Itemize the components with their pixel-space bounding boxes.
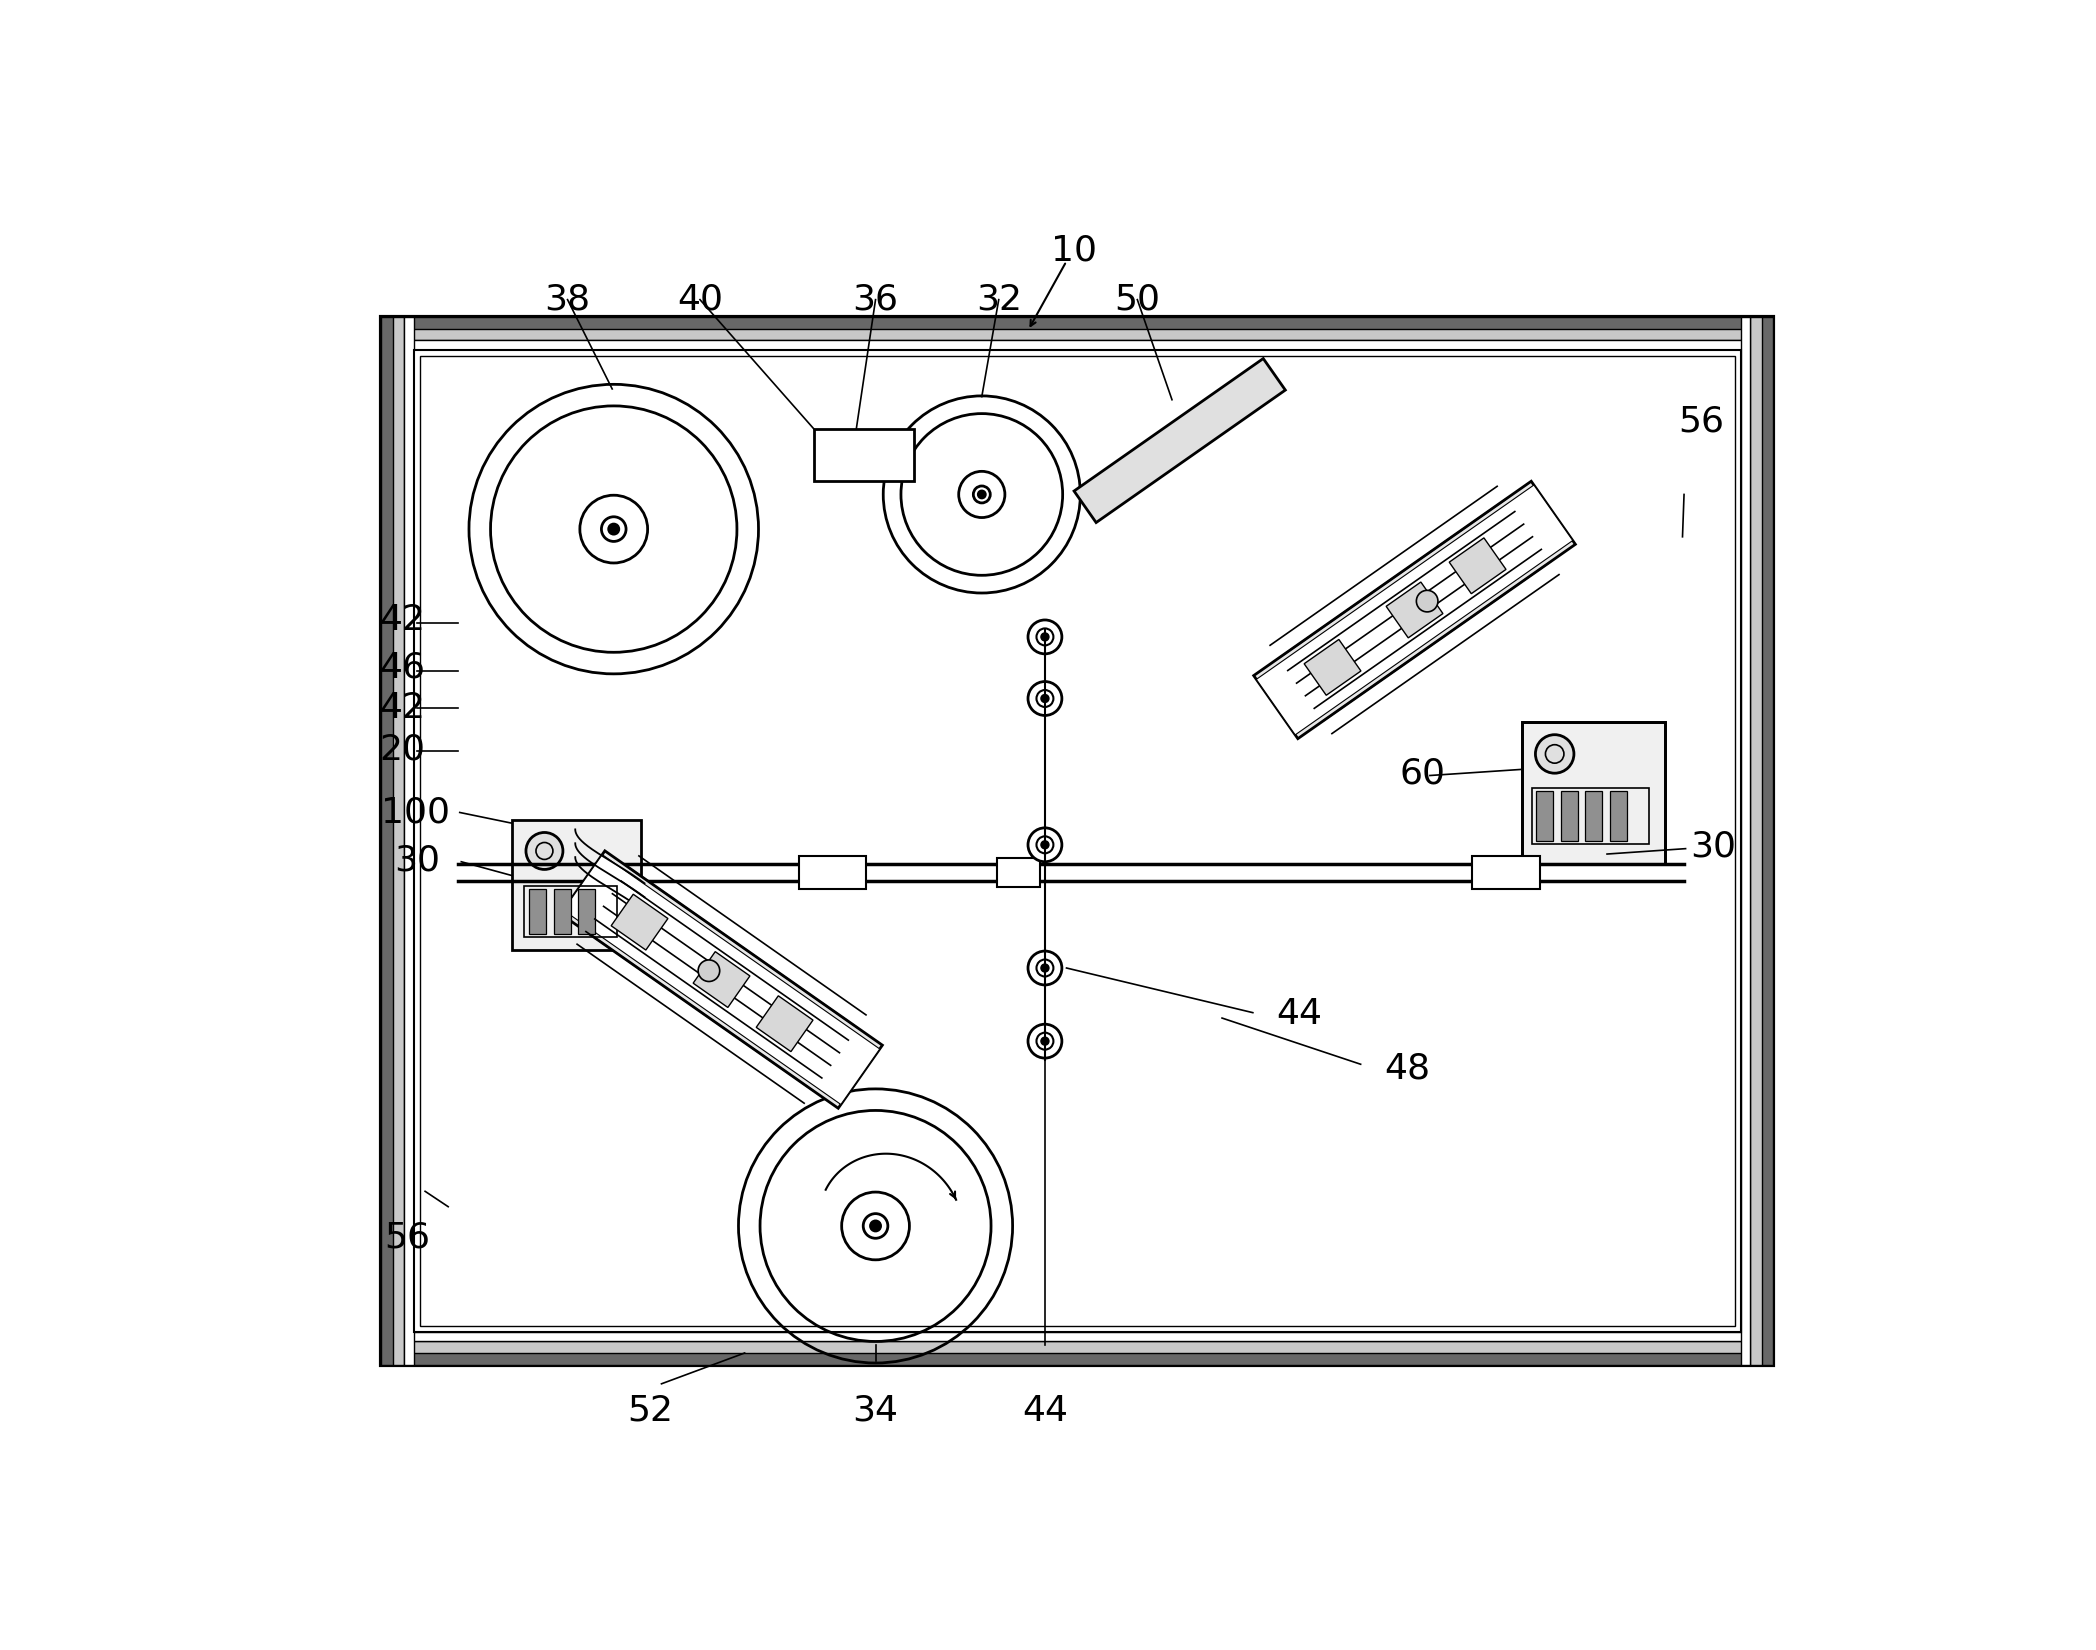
Text: 48: 48 — [1383, 1051, 1429, 1086]
Bar — [813, 429, 914, 482]
Circle shape — [1027, 950, 1063, 985]
Bar — [553, 889, 570, 934]
Text: 32: 32 — [977, 282, 1021, 317]
Bar — [1536, 790, 1553, 842]
Text: 40: 40 — [677, 282, 723, 317]
Bar — [405, 317, 413, 1365]
Bar — [1750, 317, 1773, 1365]
Circle shape — [526, 833, 564, 870]
Bar — [998, 858, 1040, 888]
Circle shape — [1042, 842, 1048, 848]
Bar — [381, 317, 1773, 1365]
Bar — [1522, 721, 1664, 865]
Circle shape — [1027, 1025, 1063, 1058]
Circle shape — [608, 523, 618, 535]
Circle shape — [1027, 681, 1063, 716]
Text: 46: 46 — [379, 650, 425, 685]
Polygon shape — [1256, 485, 1572, 734]
Circle shape — [1536, 734, 1574, 774]
Bar — [381, 1332, 1773, 1341]
Bar — [381, 317, 392, 1365]
Text: 10: 10 — [1052, 233, 1096, 267]
Bar — [528, 889, 545, 934]
Bar — [381, 317, 1773, 340]
Circle shape — [870, 1221, 880, 1231]
Text: 36: 36 — [853, 282, 899, 317]
Circle shape — [602, 516, 627, 541]
Polygon shape — [612, 894, 669, 950]
Circle shape — [973, 487, 989, 503]
Bar — [381, 340, 1773, 350]
Bar — [419, 356, 1735, 1327]
Circle shape — [1042, 634, 1048, 640]
Polygon shape — [1385, 582, 1442, 639]
Polygon shape — [694, 952, 750, 1008]
Text: 30: 30 — [394, 843, 440, 878]
Text: 38: 38 — [545, 282, 591, 317]
Circle shape — [698, 960, 719, 982]
Bar — [381, 317, 1773, 328]
Polygon shape — [1448, 538, 1507, 594]
Text: 56: 56 — [384, 1221, 430, 1254]
Bar — [381, 1341, 1773, 1365]
Text: 44: 44 — [1276, 997, 1323, 1031]
Bar — [1763, 317, 1773, 1365]
Polygon shape — [1253, 482, 1576, 739]
Circle shape — [979, 490, 985, 498]
Circle shape — [864, 1214, 889, 1238]
Text: 60: 60 — [1400, 757, 1446, 790]
Bar — [578, 889, 595, 934]
Bar — [1562, 790, 1578, 842]
Text: 42: 42 — [379, 691, 425, 724]
Text: 100: 100 — [381, 795, 449, 830]
Circle shape — [1042, 1038, 1048, 1044]
Bar — [799, 856, 866, 889]
Circle shape — [1237, 380, 1262, 404]
Bar — [1742, 317, 1750, 1365]
Circle shape — [1098, 477, 1123, 502]
Bar — [511, 820, 641, 949]
Polygon shape — [564, 855, 880, 1104]
Bar — [1610, 790, 1626, 842]
Circle shape — [1042, 964, 1048, 972]
Bar — [524, 886, 616, 937]
Text: 30: 30 — [1689, 830, 1735, 863]
Text: 56: 56 — [1679, 404, 1725, 439]
Bar — [1532, 787, 1650, 845]
Polygon shape — [757, 997, 813, 1051]
Text: 20: 20 — [379, 733, 425, 766]
Polygon shape — [562, 851, 882, 1109]
Text: 50: 50 — [1115, 282, 1161, 317]
Bar — [1522, 721, 1664, 865]
Polygon shape — [1304, 640, 1360, 695]
Bar — [1471, 856, 1541, 889]
Text: 52: 52 — [627, 1394, 673, 1427]
Text: 44: 44 — [1023, 1394, 1069, 1427]
Circle shape — [1027, 620, 1063, 653]
Text: 34: 34 — [853, 1394, 899, 1427]
Circle shape — [1417, 591, 1438, 612]
Polygon shape — [1073, 358, 1285, 523]
Text: 42: 42 — [379, 602, 425, 637]
Circle shape — [1027, 828, 1063, 861]
Bar — [1585, 790, 1603, 842]
Bar — [413, 350, 1742, 1332]
Circle shape — [1042, 695, 1048, 703]
Bar — [381, 317, 405, 1365]
Bar — [459, 865, 1683, 881]
Bar — [381, 1353, 1773, 1365]
